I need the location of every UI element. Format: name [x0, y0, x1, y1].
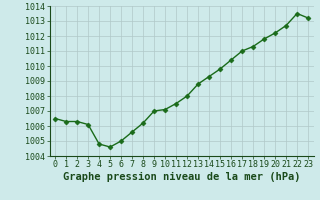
X-axis label: Graphe pression niveau de la mer (hPa): Graphe pression niveau de la mer (hPa)	[63, 172, 300, 182]
